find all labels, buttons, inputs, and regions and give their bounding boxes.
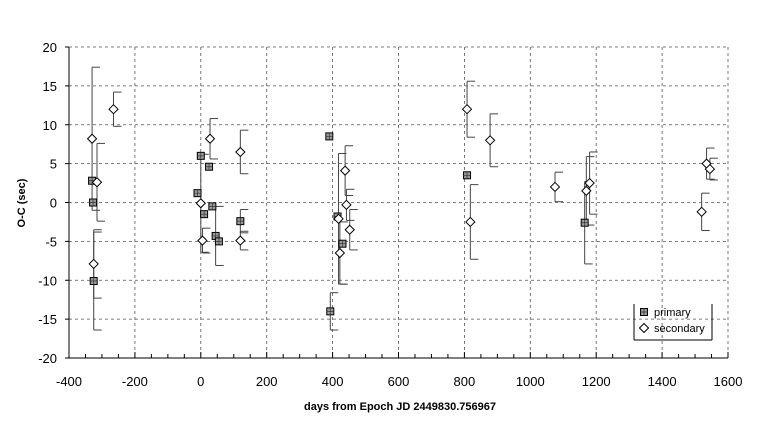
x-axis-title: days from Epoch JD 2449830.756967 xyxy=(304,401,496,413)
x-tick-label: 1400 xyxy=(648,374,677,389)
y-tick-label: 5 xyxy=(50,157,57,172)
legend-secondary-label: secondary xyxy=(654,323,705,335)
primary-point xyxy=(89,277,98,286)
x-tick-label: 1000 xyxy=(516,374,545,389)
legend-secondary-marker xyxy=(638,322,650,334)
square-marker-hatch xyxy=(197,152,205,160)
data-markers xyxy=(86,103,716,316)
secondary-point xyxy=(195,198,207,209)
secondary-point xyxy=(584,177,595,189)
y-tick-label: 10 xyxy=(43,118,57,133)
x-tick-label: 600 xyxy=(388,374,410,389)
secondary-point xyxy=(339,165,351,176)
square-marker-hatch xyxy=(89,199,97,206)
secondary-point xyxy=(334,247,346,259)
x-tick-label: 800 xyxy=(454,374,476,389)
secondary-point xyxy=(86,133,98,144)
x-tick-label: 0 xyxy=(197,374,204,389)
square-marker-hatch xyxy=(215,237,223,245)
square-marker-hatch xyxy=(640,308,648,316)
y-tick-label: 0 xyxy=(50,196,57,211)
error-bars xyxy=(91,66,718,331)
primary-point xyxy=(205,162,214,171)
secondary-point xyxy=(461,103,473,115)
y-tick-label: -15 xyxy=(38,312,57,327)
square-marker-hatch xyxy=(325,132,333,140)
primary-point xyxy=(200,210,209,219)
y-tick-label: 20 xyxy=(43,40,57,55)
y-tick-labels: 20 15 10 5 0 -5 -10 -15 -20 xyxy=(38,40,57,366)
secondary-point xyxy=(235,235,246,246)
x-tick-label: 400 xyxy=(322,374,344,389)
secondary-point xyxy=(91,177,103,188)
primary-point xyxy=(208,202,217,211)
y-tick-label: 15 xyxy=(43,79,57,94)
square-marker-hatch xyxy=(581,219,589,227)
primary-point xyxy=(193,189,202,198)
secondary-point xyxy=(696,206,707,218)
secondary-point xyxy=(549,181,561,193)
square-marker-hatch xyxy=(200,210,208,218)
legend-primary-label: primary xyxy=(654,307,691,319)
secondary-point xyxy=(204,133,216,144)
secondary-point xyxy=(108,103,119,115)
legend-square-icon xyxy=(640,308,648,316)
legend: primary secondary xyxy=(633,304,713,341)
primary-point xyxy=(326,307,335,316)
secondary-point xyxy=(484,135,496,146)
y-tick-label: -10 xyxy=(38,273,57,288)
secondary-point xyxy=(235,146,246,158)
x-tick-label: -400 xyxy=(56,374,82,389)
square-marker-hatch xyxy=(338,240,346,248)
square-marker-hatch xyxy=(90,277,98,285)
secondary-point xyxy=(704,163,716,175)
square-marker-hatch xyxy=(463,171,471,179)
square-marker-hatch xyxy=(326,307,334,315)
primary-point xyxy=(196,151,205,160)
primary-point xyxy=(236,217,245,226)
minor-ticks xyxy=(68,352,729,358)
primary-point xyxy=(463,171,472,180)
secondary-point xyxy=(344,224,355,235)
secondary-point xyxy=(88,258,99,270)
primary-point xyxy=(89,198,98,207)
secondary-point xyxy=(333,213,344,225)
x-tick-label: 1600 xyxy=(714,374,743,389)
gridlines xyxy=(69,47,728,358)
secondary-point xyxy=(341,199,352,211)
legend-primary-marker xyxy=(640,308,648,316)
primary-point xyxy=(325,132,334,141)
x-tick-label: 1200 xyxy=(582,374,611,389)
primary-point xyxy=(338,239,347,248)
secondary-point xyxy=(465,216,476,228)
x-tick-labels: -400 -200 0 200 400 600 800 1000 1200 1400 1600 xyxy=(56,374,742,389)
primary-point xyxy=(580,218,589,227)
square-marker-hatch xyxy=(208,202,216,210)
x-tick-label: -200 xyxy=(122,374,148,389)
legend-diamond-icon xyxy=(638,322,650,334)
square-marker-hatch xyxy=(236,217,244,225)
y-tick-label: -5 xyxy=(45,234,57,249)
secondary-point xyxy=(197,235,208,246)
secondary-point xyxy=(581,185,592,197)
y-axis-title: O-C (sec) xyxy=(16,178,28,227)
x-tick-label: 200 xyxy=(256,374,278,389)
square-marker-hatch xyxy=(194,189,202,197)
primary-point xyxy=(214,237,223,246)
y-tick-label: -20 xyxy=(38,351,57,366)
square-marker-hatch xyxy=(205,163,213,171)
